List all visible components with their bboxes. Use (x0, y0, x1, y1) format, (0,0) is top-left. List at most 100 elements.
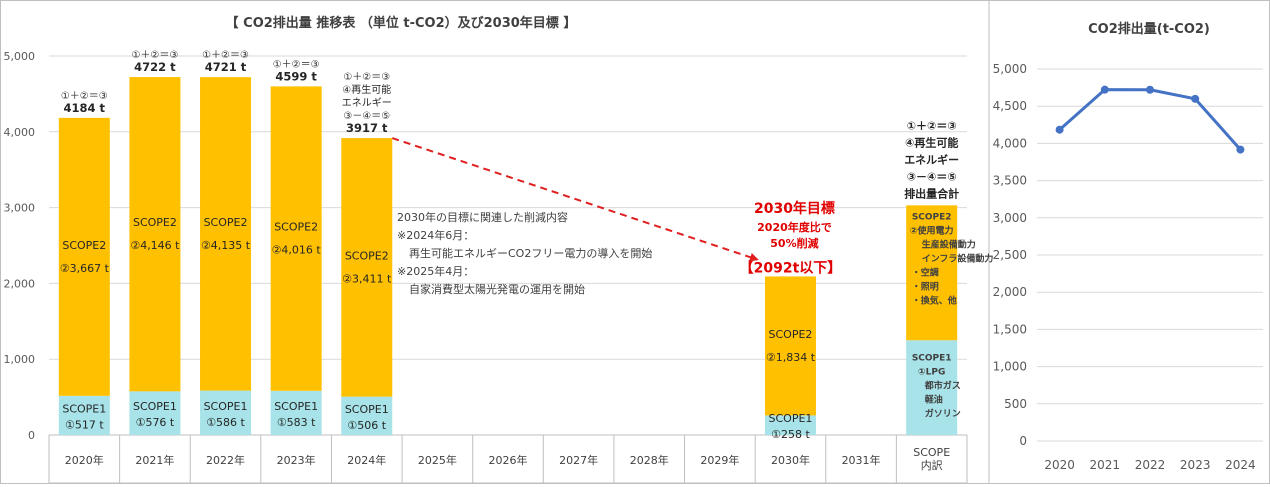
line-x-tick-label: 2021 (1090, 458, 1121, 472)
scope1-label: SCOPE1 (62, 402, 106, 415)
category-label: 2028年 (630, 453, 669, 467)
total-label: ①＋②＝③ (61, 91, 108, 102)
annotation-text: ※2024年6月： (397, 228, 474, 242)
line-series (1058, 88, 1242, 151)
total-label: エネルギー (342, 97, 392, 109)
breakdown-scope2-label: インフラ設備動力 (922, 252, 994, 264)
y-tick-label: 0 (28, 429, 35, 442)
line-point (1236, 145, 1245, 154)
target-reduction: 50%削減 (770, 236, 818, 250)
breakdown-scope2-label: ②使用電力 (910, 224, 954, 236)
line-point (1191, 94, 1200, 103)
breakdown-scope2-label: ・空調 (912, 266, 939, 278)
line-point (1100, 85, 1109, 94)
bar-chart-title: 【 CO2排出量 推移表 （単位 t-CO2）及び2030年目標 】 (226, 15, 577, 31)
annotation-text: 再生可能エネルギーCO2フリー電力の導入を開始 (409, 246, 652, 260)
scope2-value-label: ②3,667 t (60, 262, 110, 275)
category-label: 2029年 (700, 453, 739, 467)
category-label: 2022年 (206, 453, 245, 467)
scope1-value-label: ①583 t (277, 416, 316, 429)
breakdown-scope2-label: ・照明 (912, 281, 939, 292)
scope2-value-label: ②4,135 t (201, 239, 251, 252)
line-y-tick-label: 1,000 (993, 360, 1027, 374)
line-y-tick-label: 2,500 (993, 248, 1027, 262)
scope1-label: SCOPE1 (274, 400, 318, 413)
bar-scope2 (906, 205, 958, 341)
line-y-tick-label: 3,500 (993, 174, 1027, 188)
scope2-label: SCOPE2 (133, 216, 177, 229)
y-tick-label: 5,000 (4, 50, 36, 63)
scope2-label: SCOPE2 (62, 239, 106, 252)
bar-scope2 (341, 138, 393, 397)
breakdown-scope1-label: ①LPG (918, 367, 945, 377)
line-y-tick-label: 500 (1004, 397, 1027, 411)
bar-scope1 (58, 395, 110, 435)
category-label: 2021年 (135, 453, 174, 467)
scope1-value-label: ①506 t (347, 419, 386, 432)
category-label: 2025年 (418, 453, 457, 467)
line-x-tick-label: 2023 (1180, 458, 1211, 472)
category-label: 2026年 (489, 453, 528, 467)
y-tick-label: 4,000 (4, 126, 36, 139)
scope2-label: SCOPE2 (274, 221, 318, 234)
scope1-label: SCOPE1 (769, 412, 813, 425)
breakdown-header-label: ①＋②＝③ (907, 119, 957, 132)
y-tick-label: 3,000 (4, 202, 36, 215)
breakdown-scope1-label: SCOPE1 (912, 353, 952, 363)
y-tick-label: 2,000 (4, 277, 36, 290)
scope1-value-label: ①586 t (206, 416, 245, 429)
scope2-label: SCOPE2 (204, 216, 248, 229)
scope1-label: SCOPE1 (133, 400, 177, 413)
breakdown-scope2-label: ・換気、他 (912, 294, 957, 306)
line-y-tick-label: 4,500 (993, 99, 1027, 113)
scope1-value-label: ①517 t (65, 418, 104, 431)
scope2-value-label: ②1,834 t (766, 351, 816, 364)
total-label: ①＋②＝③ (343, 72, 390, 83)
annotation-text: 2030年の目標に関連した削減内容 (397, 210, 568, 224)
breakdown-header-label: エネルギー (904, 152, 959, 166)
total-label: ③－④＝⑤ (343, 111, 390, 122)
total-label: ①＋②＝③ (202, 50, 249, 61)
line-chart-title: CO2排出量(t-CO2) (1088, 21, 1210, 37)
bar-scope1 (906, 340, 958, 435)
category-label: 2031年 (842, 453, 881, 467)
total-label: 4184 t (64, 101, 106, 115)
category-label: 2020年 (65, 453, 104, 467)
scope1-value-label: ①576 t (136, 416, 175, 429)
line-x-tick-label: 2020 (1044, 458, 1075, 472)
annotation-text: 自家消費型太陽光発電の運用を開始 (409, 282, 585, 296)
total-label: 4721 t (205, 60, 247, 74)
annotation-text: ※2025年4月： (397, 264, 474, 278)
scope2-label: SCOPE2 (345, 249, 389, 262)
line-x-tick-label: 2024 (1225, 458, 1256, 472)
breakdown-scope1-label: 軽油 (925, 393, 943, 405)
bar-scope2 (58, 117, 110, 396)
total-label: ①＋②＝③ (131, 50, 178, 61)
category-label: 2023年 (277, 453, 316, 467)
total-label: 4599 t (275, 69, 317, 83)
category-label: 2030年 (771, 453, 810, 467)
scope2-value-label: ②3,411 t (342, 272, 392, 285)
breakdown-header-label: ③－④＝⑤ (907, 170, 957, 183)
scope2-value-label: ②4,146 t (130, 239, 180, 252)
breakdown-header-label: ④再生可能 (905, 135, 958, 149)
category-label: 内訳 (921, 458, 943, 472)
target-value: 【2092t以下】 (740, 260, 842, 276)
line-y-tick-label: 3,000 (993, 211, 1027, 225)
scope2-value-label: ②4,016 t (272, 244, 322, 257)
category-label: 2027年 (559, 453, 598, 467)
category-label: SCOPE (913, 446, 950, 459)
total-label: 4722 t (134, 60, 176, 74)
bar-scope1 (200, 390, 252, 435)
total-label: ④再生可能 (342, 83, 391, 96)
bar-scope1 (129, 391, 181, 435)
reduction-arrow (391, 137, 759, 262)
total-label: 3917 t (346, 121, 388, 135)
bar-scope2 (270, 86, 322, 391)
target-subtitle: 2020年度比で (757, 220, 832, 234)
line-point (1055, 125, 1064, 134)
line-y-tick-label: 0 (1019, 434, 1027, 448)
line-y-tick-label: 1,500 (993, 322, 1027, 336)
line-y-tick-label: 2,000 (993, 285, 1027, 299)
